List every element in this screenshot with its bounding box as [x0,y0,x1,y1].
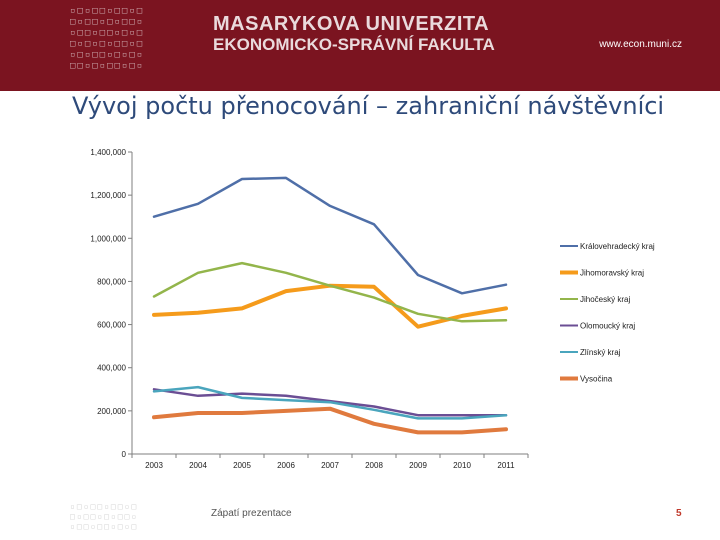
x-tick-label: 2006 [277,461,295,470]
page-number: 5 [676,508,682,519]
legend-label-2: Jihomoravský kraj [580,269,644,278]
x-tick-label: 2008 [365,461,383,470]
y-tick-label: 1,200,000 [90,191,126,200]
legend-label-5: Zlínský kraj [580,348,621,357]
x-tick-label: 2009 [409,461,427,470]
legend-label-1: Královehradecký kraj [580,242,655,251]
y-tick-label: 400,000 [97,364,126,373]
x-tick-label: 2007 [321,461,339,470]
series-line-1 [154,178,506,293]
x-tick-label: 2010 [453,461,471,470]
legend-label-4: Olomoucký kraj [580,322,635,331]
y-tick-label: 800,000 [97,277,126,286]
y-tick-label: 0 [122,450,127,459]
legend-label-3: Jihočeský kraj [580,295,630,304]
line-chart: 0 200,000 400,000 600,000 800,000 1,000,000 1,… [0,0,720,540]
x-tick-label: 2004 [189,461,207,470]
y-tick-label: 1,400,000 [90,148,126,157]
series-line-6 [154,409,506,433]
footer-text: Zápatí prezentace [211,508,292,519]
x-tick-label: 2005 [233,461,251,470]
legend-label-6: Vysočina [580,375,613,384]
x-tick-label: 2003 [145,461,163,470]
y-tick-label: 600,000 [97,321,126,330]
x-tick-label: 2011 [497,461,515,470]
footer-decoration-icon: ▫□▫□□▫□□▫□ □▫□□▫□▫□□▫ ▫□□▫□□▫□▫□ [70,502,190,536]
y-tick-label: 200,000 [97,407,126,416]
y-tick-label: 1,000,000 [90,234,126,243]
